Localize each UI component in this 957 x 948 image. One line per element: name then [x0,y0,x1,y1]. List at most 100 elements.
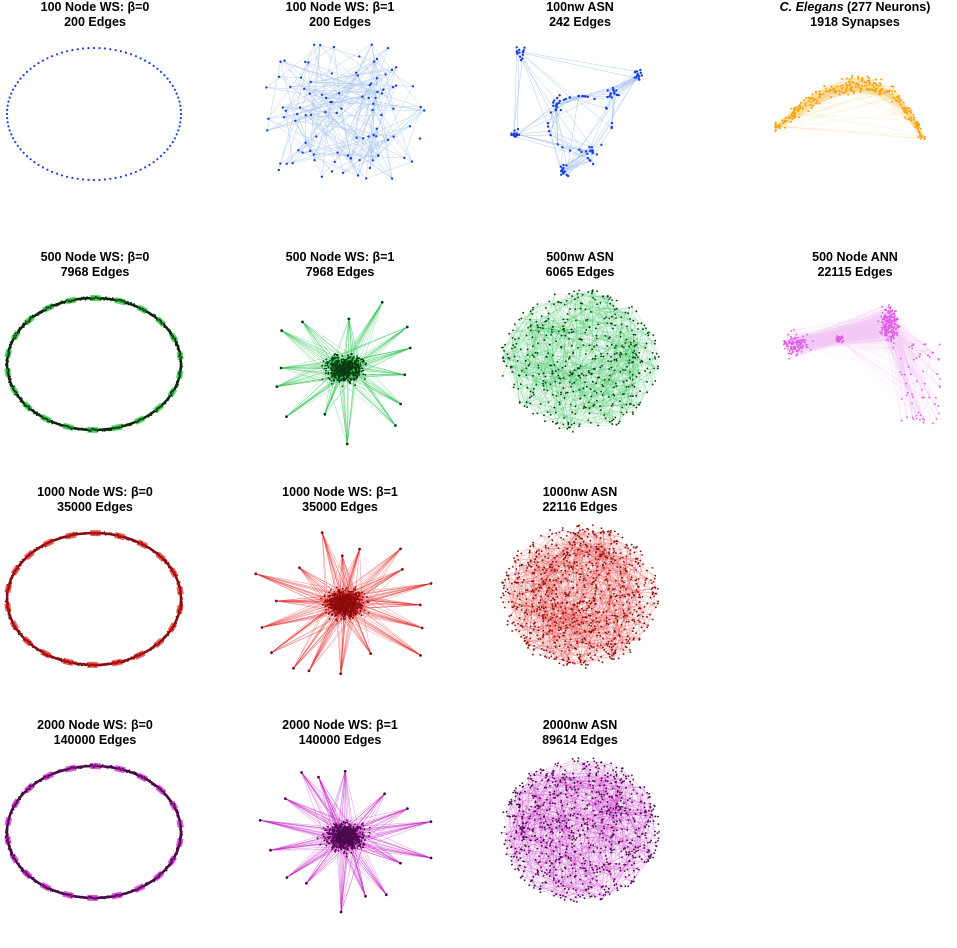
node [582,616,584,619]
node [175,622,178,625]
node [889,319,892,322]
node [8,587,11,590]
node [625,638,628,641]
node [787,345,790,348]
node [547,595,549,597]
node [154,314,157,317]
node [543,414,545,417]
node [639,390,641,392]
node [16,801,19,804]
node [601,553,603,555]
node [340,554,344,558]
node [581,528,584,531]
edges [501,524,659,669]
node [917,124,920,127]
node [346,370,349,372]
node [504,343,506,346]
node [103,299,105,301]
node [609,336,611,339]
node [635,558,637,560]
node [554,108,557,111]
node [139,886,142,889]
node [12,625,15,627]
node [116,767,119,770]
node [179,370,182,373]
node [301,320,304,324]
node [587,528,590,531]
node [540,648,543,650]
node [544,606,547,609]
node [101,664,104,666]
node [589,149,592,152]
node [937,405,940,407]
node [576,346,579,349]
node [169,798,171,801]
node [66,768,69,771]
node [638,593,641,596]
node [366,596,368,598]
node [600,655,602,658]
node [533,356,535,358]
node [41,650,43,652]
node [588,561,591,564]
node [532,580,534,583]
node [37,314,40,316]
node [30,876,33,879]
node [9,813,11,815]
node [553,293,556,296]
node [568,96,571,99]
node [13,389,16,392]
node [65,536,67,539]
node [177,346,180,349]
network-panel-ws500-b0: 500 Node WS: β=0 7968 Edges [0,250,190,480]
node [798,116,801,119]
node [812,98,815,101]
node [355,602,358,605]
node [908,346,911,348]
node [574,632,576,635]
node [501,581,503,584]
node [587,567,590,570]
node [587,614,590,617]
node [327,366,330,369]
node [600,590,603,593]
node [500,596,503,599]
node [508,332,511,335]
node [20,633,23,635]
node [790,107,793,110]
node [12,385,15,388]
node [160,321,163,323]
panel-title-line1: C. Elegans (277 Neurons) [760,0,950,15]
node [39,414,42,417]
node [579,659,582,662]
node [555,340,557,343]
node [555,588,558,591]
network-graph [500,524,660,669]
node [803,99,805,102]
node [573,562,576,565]
node [592,596,595,599]
node [45,417,47,420]
node [844,91,847,94]
node [175,847,178,850]
node [27,875,29,878]
node [560,628,562,631]
node [657,600,660,603]
node [542,382,544,385]
node [797,336,799,339]
node [47,774,50,777]
node [170,802,173,805]
node [77,428,80,431]
node [158,554,160,557]
node [361,137,365,140]
node [540,586,542,589]
node [156,407,159,409]
node [57,657,59,659]
node [908,107,911,110]
panel-title: 100nw ASN 242 Edges [485,0,675,30]
node [536,608,539,611]
node [785,120,788,123]
node [575,538,577,541]
node [180,608,183,611]
node [582,344,585,346]
